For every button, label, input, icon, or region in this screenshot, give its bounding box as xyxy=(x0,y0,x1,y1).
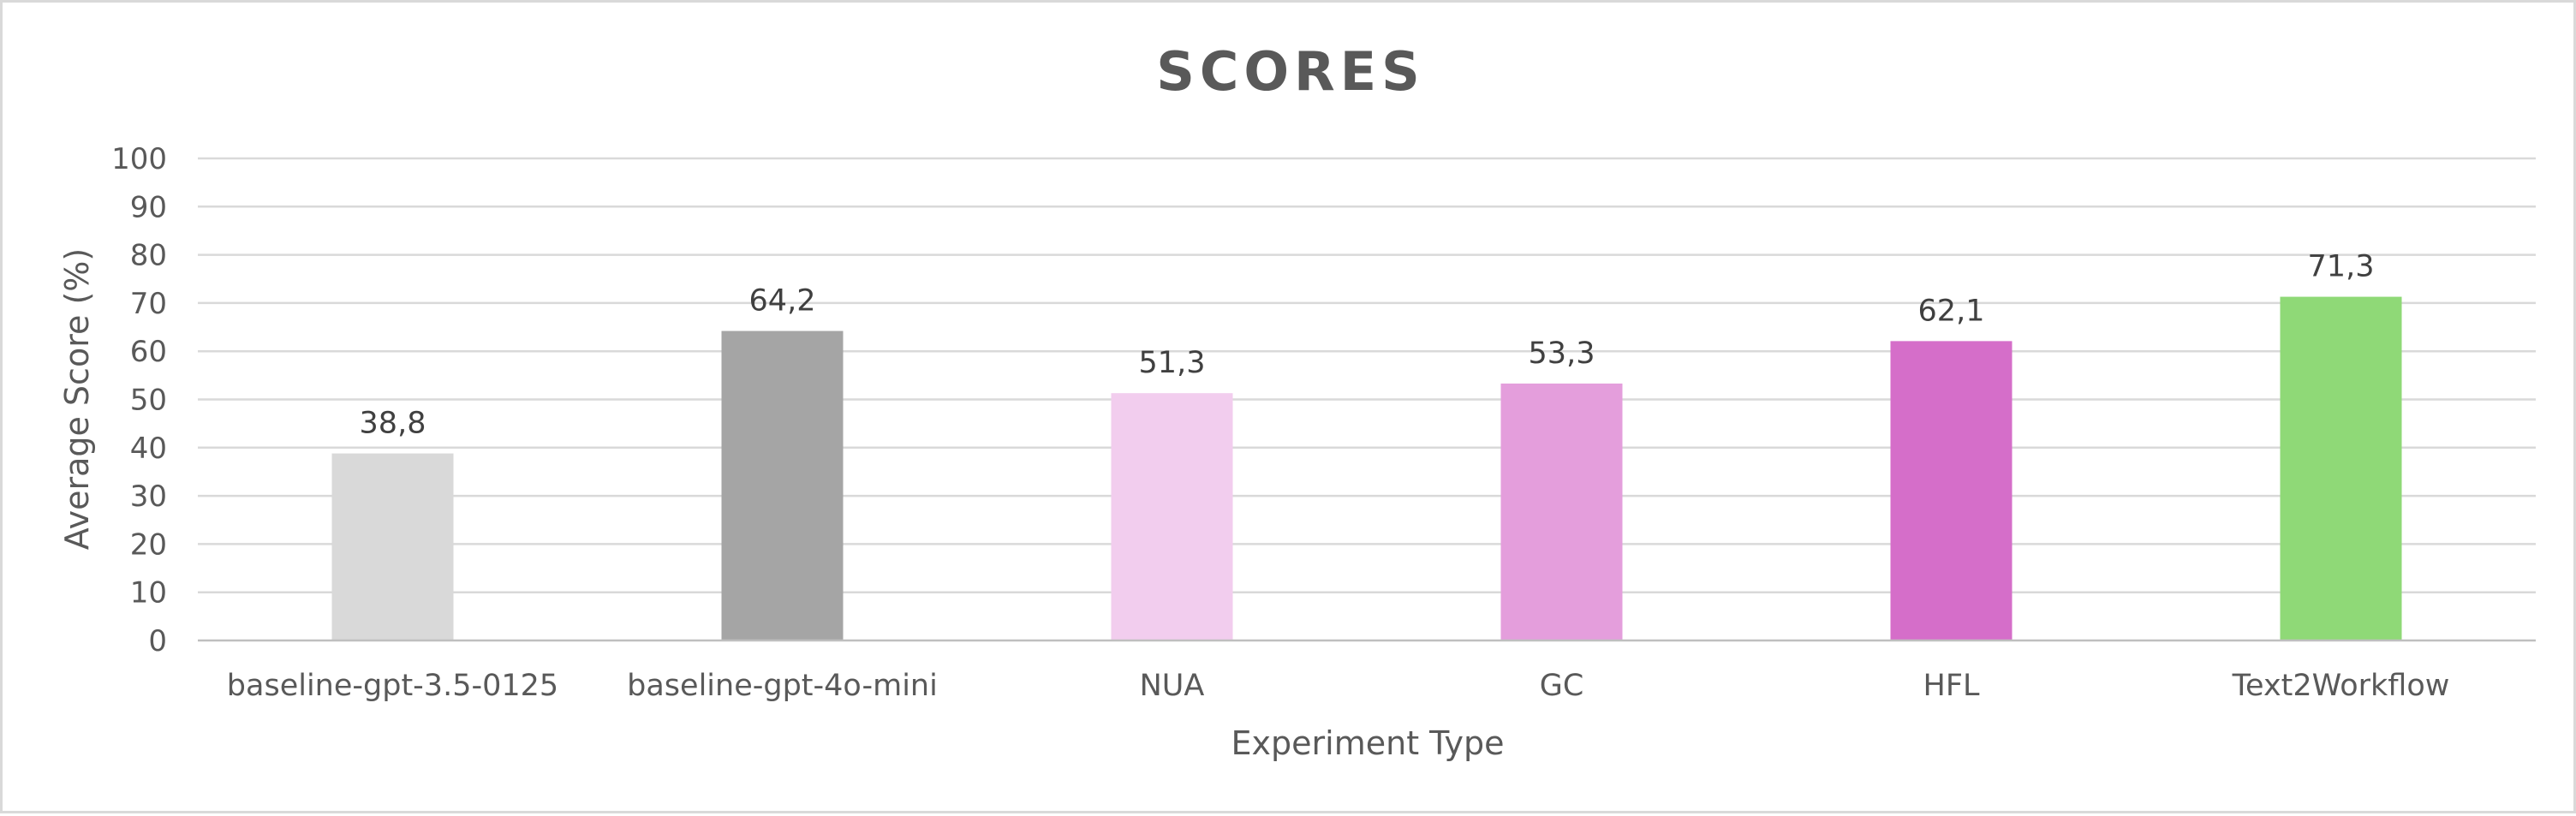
y-tick-label: 0 xyxy=(148,624,167,658)
y-tick-label: 30 xyxy=(130,479,167,514)
x-category-label: NUA xyxy=(1140,669,1205,703)
x-axis-categories: baseline-gpt-3.5-0125 baseline-gpt-4o-min… xyxy=(227,669,2450,703)
chart-title: SCORES xyxy=(1156,40,1425,103)
y-tick-label: 80 xyxy=(130,239,167,273)
data-label: 64,2 xyxy=(749,284,816,319)
gridlines xyxy=(198,157,2536,593)
y-tick-label: 50 xyxy=(130,384,167,418)
y-tick-label: 90 xyxy=(130,190,167,224)
x-category-label: GC xyxy=(1540,669,1584,703)
data-label: 53,3 xyxy=(1529,337,1595,371)
y-tick-label: 20 xyxy=(130,527,167,562)
y-tick-label: 70 xyxy=(130,287,167,321)
data-label: 51,3 xyxy=(1139,346,1206,380)
x-category-label: Text2Workflow xyxy=(2232,669,2450,703)
data-label: 62,1 xyxy=(1918,294,1985,328)
bar xyxy=(1111,393,1233,640)
bar xyxy=(1890,341,2012,640)
x-category-label: baseline-gpt-3.5-0125 xyxy=(227,669,558,703)
y-tick-label: 40 xyxy=(130,432,167,466)
y-tick-label: 60 xyxy=(130,335,167,369)
x-category-label: baseline-gpt-4o-mini xyxy=(627,669,938,703)
bar xyxy=(2280,296,2402,640)
y-tick-label: 10 xyxy=(130,576,167,611)
y-tick-label: 100 xyxy=(111,142,167,176)
bars xyxy=(331,296,2402,640)
bar xyxy=(1500,383,1623,640)
x-category-label: HFL xyxy=(1923,669,1980,703)
data-labels: 38,8 64,2 51,3 53,3 62,1 71,3 xyxy=(360,250,2375,441)
data-label: 71,3 xyxy=(2308,250,2375,284)
y-axis-title: Average Score (%) xyxy=(58,248,96,550)
x-axis-title: Experiment Type xyxy=(1231,724,1505,762)
y-axis-ticks: 0 10 20 30 40 50 60 70 80 90 100 xyxy=(111,142,167,658)
data-label: 38,8 xyxy=(360,407,426,441)
bar-chart: SCORES 0 10 20 30 40 50 60 70 80 90 100 38,8 64,2 51… xyxy=(58,40,2536,762)
bar xyxy=(331,453,454,640)
bar xyxy=(721,331,844,640)
